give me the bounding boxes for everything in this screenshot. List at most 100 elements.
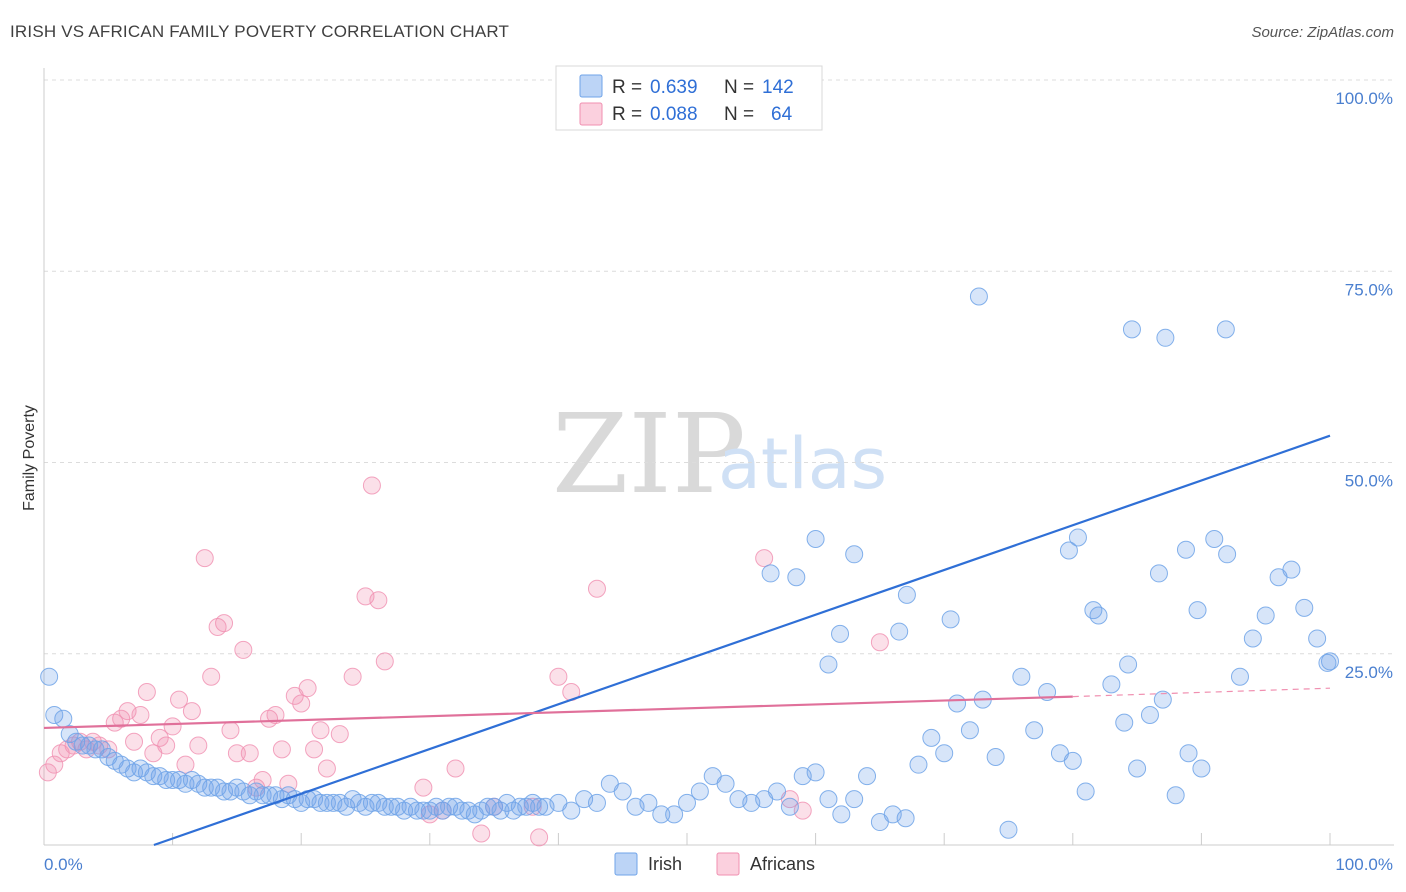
- irish-point: [253, 786, 272, 805]
- irish-point: [716, 774, 735, 793]
- legend-r-value: 0.088: [650, 104, 698, 125]
- irish-point: [375, 797, 394, 816]
- africans-point: [99, 740, 118, 759]
- legend-n-value: 64: [771, 104, 793, 125]
- africans-point: [221, 721, 240, 740]
- africans-point: [446, 759, 465, 778]
- africans-point: [150, 728, 169, 747]
- africans-point: [125, 732, 144, 751]
- irish-point: [999, 820, 1018, 839]
- africans-point: [362, 476, 381, 495]
- africans-point: [298, 679, 317, 698]
- irish-point: [819, 655, 838, 674]
- africans-point: [137, 683, 156, 701]
- watermark-atlas: atlas: [718, 423, 887, 505]
- irish-point: [948, 694, 967, 713]
- irish-point: [311, 793, 330, 812]
- axes: [43, 68, 1394, 846]
- source-label: Source: ZipAtlas.com: [1251, 24, 1394, 41]
- africans-point: [343, 667, 362, 686]
- irish-point: [787, 568, 806, 587]
- irish-point: [1089, 606, 1108, 625]
- irish-point: [1218, 545, 1237, 564]
- irish-point: [986, 748, 1005, 767]
- irish-point: [1153, 690, 1172, 709]
- irish-point: [60, 725, 79, 744]
- irish-point: [1308, 629, 1327, 648]
- irish-point: [831, 624, 850, 643]
- irish-point: [1188, 601, 1207, 620]
- irish-point: [652, 805, 671, 824]
- irish-point: [1216, 320, 1235, 339]
- irish-point: [768, 782, 787, 801]
- africans-point: [317, 759, 336, 778]
- africans-point: [523, 797, 542, 816]
- irish-point: [562, 801, 581, 820]
- y-tick-label: 25.0%: [1345, 663, 1393, 682]
- bottom-legend-irish: Irish: [648, 854, 682, 874]
- irish-point: [491, 801, 510, 820]
- irish-point: [1059, 541, 1078, 560]
- irish-point: [960, 721, 979, 740]
- irish-point: [896, 809, 915, 828]
- bottom-legend-swatch-irish: [614, 852, 638, 876]
- africans-points: [38, 476, 889, 847]
- irish-point: [1149, 564, 1168, 583]
- africans-point: [170, 690, 189, 709]
- irish-point: [1318, 653, 1337, 672]
- legend-swatch-africans: [579, 102, 603, 126]
- africans-point: [215, 614, 234, 633]
- irish-point: [1140, 705, 1159, 724]
- legend-n-label: N =: [724, 77, 754, 98]
- irish-point: [665, 805, 684, 824]
- y-tick-label: 100.0%: [1335, 89, 1393, 108]
- africans-point: [375, 652, 394, 671]
- irish-point: [157, 770, 176, 789]
- irish-point: [909, 755, 928, 774]
- africans-point: [266, 705, 285, 724]
- irish-point: [530, 797, 549, 816]
- irish-point: [1156, 328, 1175, 347]
- africans-point: [530, 828, 549, 847]
- africans-point: [272, 740, 291, 759]
- y-tick-label: 50.0%: [1345, 472, 1393, 491]
- irish-point: [935, 744, 954, 763]
- africans-point: [240, 744, 259, 763]
- africans-point: [292, 694, 311, 713]
- irish-point: [1166, 786, 1185, 805]
- legend-r-label: R =: [612, 104, 642, 125]
- watermark-zip: ZIP: [552, 390, 746, 518]
- irish-point: [941, 610, 960, 629]
- irish-point: [1063, 751, 1082, 770]
- irish-point: [897, 585, 916, 604]
- irish-point: [678, 793, 696, 812]
- irish-point: [969, 287, 988, 306]
- africans-point: [472, 824, 491, 843]
- irish-point: [806, 530, 825, 548]
- irish-point: [922, 728, 941, 747]
- irish-point: [1084, 601, 1103, 620]
- x-tick-label: 100.0%: [1335, 855, 1393, 874]
- irish-point: [45, 705, 64, 724]
- irish-point: [1102, 675, 1121, 694]
- africans-point: [131, 705, 150, 724]
- irish-point: [1122, 320, 1141, 339]
- africans-trendline: [43, 695, 1073, 730]
- irish-point: [1068, 528, 1087, 547]
- bottom-legend: Irish Africans: [614, 852, 815, 876]
- africans-point: [549, 667, 568, 686]
- irish-point: [1076, 782, 1095, 801]
- africans-point: [870, 633, 889, 652]
- irish-point: [1243, 629, 1262, 648]
- irish-point: [639, 793, 658, 812]
- irish-point: [407, 801, 426, 820]
- africans-point: [234, 640, 253, 659]
- irish-point: [780, 797, 799, 816]
- irish-point: [1282, 560, 1301, 579]
- legend-r-label: R =: [612, 77, 642, 98]
- bottom-legend-africans: Africans: [750, 854, 815, 874]
- legend: R = 0.639 N = 142 R = 0.088 N = 64: [555, 65, 823, 131]
- irish-point: [92, 740, 111, 759]
- irish-point: [858, 767, 877, 786]
